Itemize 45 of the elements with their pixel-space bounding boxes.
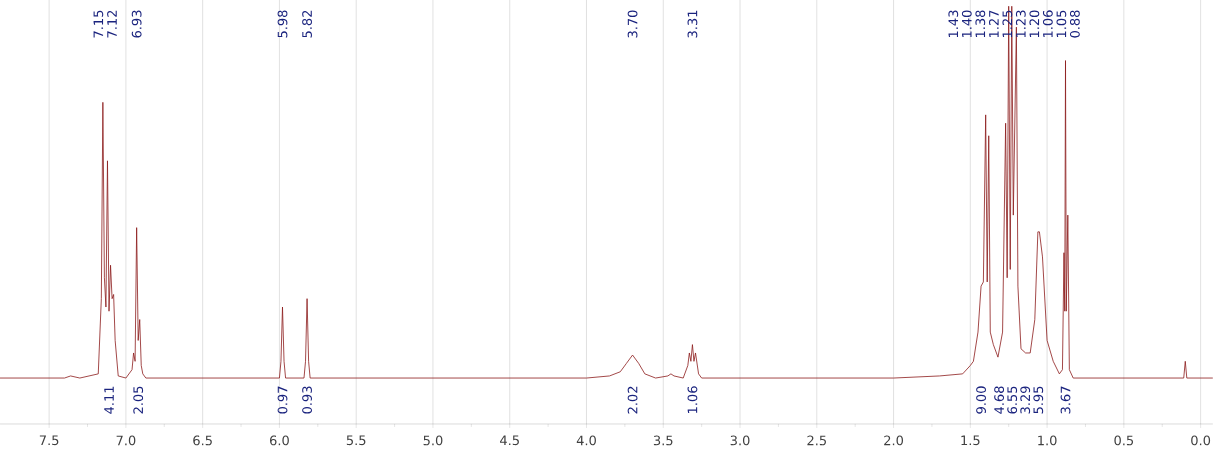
x-tick-label: 4.0	[576, 435, 596, 446]
x-tick-label: 2.0	[884, 435, 904, 446]
annotation: 3.70	[627, 10, 638, 38]
x-tick-label: 0.5	[1114, 435, 1134, 446]
annotation: 1.06	[687, 386, 698, 414]
x-tick-label: 2.5	[807, 435, 826, 446]
annotation: 9.00	[976, 386, 986, 414]
annotation: 1.05	[1056, 10, 1067, 38]
annotation: 0.88	[1069, 10, 1080, 38]
annotation: 5.98	[277, 10, 288, 38]
x-tick-label: 4.5	[500, 435, 519, 446]
x-tick-label: 3.0	[730, 435, 750, 446]
annotation: 1.25	[1002, 10, 1013, 38]
annotation: 6.93	[131, 10, 142, 38]
x-tick-label: 5.0	[423, 435, 443, 446]
annotation: 1.06	[1042, 10, 1053, 38]
x-tick-label: 0.0	[1191, 435, 1211, 446]
x-tick-label: 7.5	[39, 435, 59, 446]
annotation: 3.67	[1060, 386, 1071, 414]
annotation: 0.97	[277, 386, 288, 414]
annotation: 3.31	[687, 10, 698, 38]
annotation: 2.05	[133, 386, 144, 414]
annotation: 7.15	[93, 10, 104, 38]
annotation: 1.27	[988, 10, 999, 38]
annotation: 7.12	[107, 10, 117, 38]
x-tick-label: 1.5	[961, 435, 980, 446]
x-tick-label: 7.0	[116, 435, 136, 446]
x-tick-label: 3.5	[653, 435, 673, 446]
annotation: 5.82	[302, 10, 312, 38]
annotation: 1.40	[961, 10, 972, 38]
annotation: 1.38	[975, 10, 986, 38]
annotation: 3.29	[1020, 386, 1031, 414]
annotation: 1.20	[1029, 10, 1040, 38]
annotation: 1.43	[948, 10, 959, 38]
x-tick-label: 6.0	[270, 435, 289, 446]
annotation: 0.93	[302, 386, 312, 414]
annotation: 1.23	[1015, 10, 1026, 38]
annotation: 4.11	[104, 386, 114, 414]
x-tick-label: 5.5	[346, 435, 366, 446]
x-tick-label: 1.0	[1038, 435, 1057, 446]
annotation: 4.68	[994, 386, 1005, 414]
annotation: 2.02	[627, 386, 638, 414]
x-tick-label: 6.5	[193, 435, 212, 446]
annotation: 6.55	[1007, 386, 1018, 414]
annotation: 5.95	[1033, 386, 1044, 414]
